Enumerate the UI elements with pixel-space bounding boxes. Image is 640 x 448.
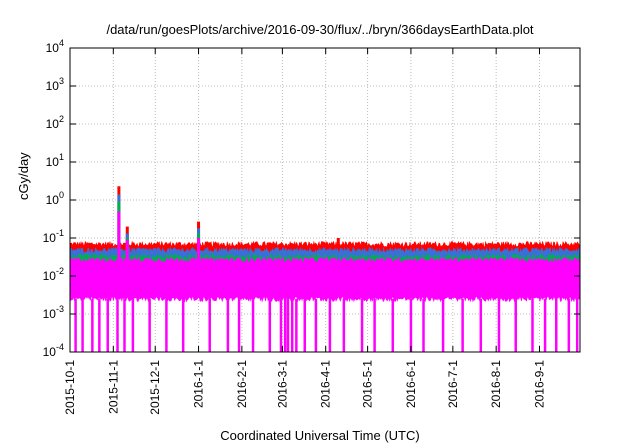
x-axis-label: Coordinated Universal Time (UTC): [220, 428, 420, 443]
y-tick-label: 100: [46, 190, 64, 207]
y-tick-label: 104: [46, 38, 64, 55]
y-tick-label: 10-2: [43, 266, 64, 283]
y-tick-label: 101: [46, 152, 64, 169]
x-tick-label: 2016-7-1: [446, 360, 460, 408]
axes: 10-4 10-3 10-2 10-1 100 101 102 103 104 2015-10-1…: [43, 38, 581, 415]
x-tick-label: 2016-1-1: [192, 360, 206, 408]
x-tick-label: 2016-6-1: [404, 360, 418, 408]
y-tick-label: 10-1: [43, 228, 64, 245]
y-tick-label: 10-4: [43, 342, 64, 359]
y-tick-label: 102: [46, 114, 64, 131]
series-area: [69, 186, 581, 352]
chart-title: /data/run/goesPlots/archive/2016-09-30/f…: [106, 22, 534, 37]
series-band: [69, 256, 581, 303]
x-tick-label: 2015-12-1: [148, 360, 162, 415]
x-tick-label: 2016-4-1: [319, 360, 333, 408]
x-tick-label: 2016-2-1: [235, 360, 249, 408]
x-tick-label: 2016-3-1: [275, 360, 289, 408]
x-tick-label: 2015-11-1: [106, 360, 120, 414]
y-tick-label: 103: [46, 76, 64, 93]
x-tick-label: 2016-5-1: [361, 360, 375, 408]
y-tick-label: 10-3: [43, 304, 64, 321]
x-tick-label: 2016-9-1: [532, 360, 546, 408]
grid: [69, 47, 580, 353]
x-tick-label: 2016-8-1: [489, 360, 503, 408]
x-tick-label: 2015-10-1: [63, 360, 77, 415]
